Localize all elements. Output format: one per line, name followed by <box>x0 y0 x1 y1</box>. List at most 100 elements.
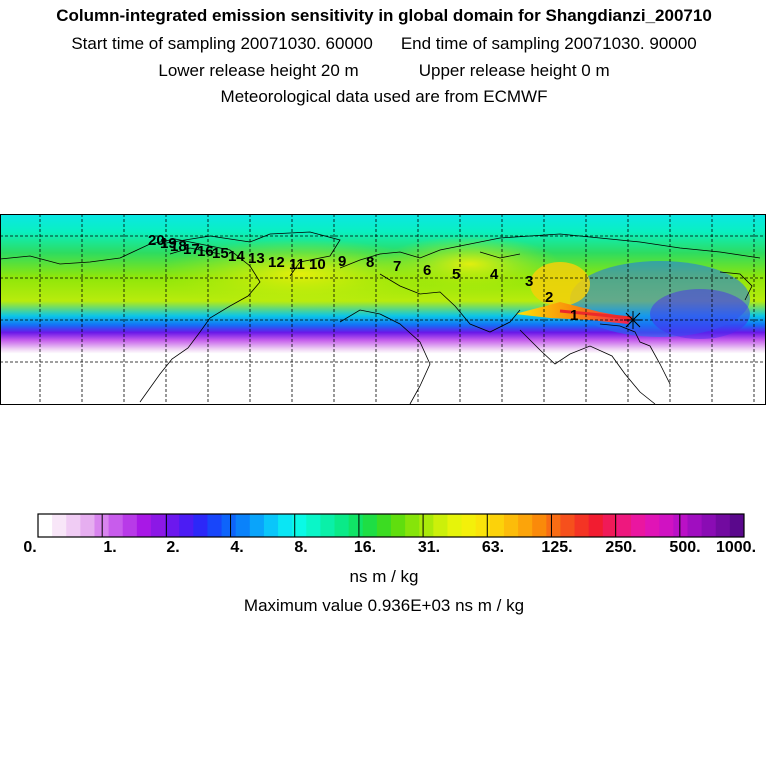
trajectory-label: 20 <box>148 232 165 249</box>
trajectory-label: 9 <box>338 253 346 270</box>
colorbar-units: ns m / kg <box>349 567 419 586</box>
sensitivity-field <box>0 214 766 405</box>
trajectory-label: 1 <box>570 307 578 324</box>
colorbar-cell <box>150 514 166 537</box>
colorbar-cell <box>235 514 251 537</box>
colorbar-tick: 1000. <box>715 539 757 556</box>
trajectory-label: 13 <box>248 250 265 267</box>
colorbar-tick: 125. <box>541 539 573 556</box>
trajectory-label: 2 <box>545 289 553 306</box>
trajectory-label: 12 <box>268 254 285 271</box>
colorbar-cell <box>673 514 689 537</box>
colorbar-cell <box>518 514 533 537</box>
colorbar-cell <box>249 514 265 537</box>
colorbar-cell <box>122 514 138 537</box>
trajectory-label: 15 <box>212 245 229 262</box>
station-marker-icon <box>624 311 642 329</box>
trajectory-label: 10 <box>309 256 326 273</box>
trajectory-label: 3 <box>525 273 533 290</box>
trajectory-label: 6 <box>423 262 431 279</box>
colorbar-cell <box>362 514 378 537</box>
colorbar-cell <box>391 514 406 537</box>
trajectory-label: 4 <box>490 266 499 283</box>
colorbar-cell <box>503 514 519 537</box>
colorbar-cell <box>433 514 448 537</box>
colorbar-cell <box>263 514 279 537</box>
colorbar-cell <box>447 514 463 537</box>
grid-lines <box>0 214 766 405</box>
colorbar-cell <box>546 514 561 537</box>
colorbar-cell <box>348 514 364 537</box>
colorbar-dividers <box>101 514 681 537</box>
colorbar-cell <box>334 514 350 537</box>
colorbar-cell <box>405 514 420 537</box>
colorbar-cell <box>376 514 392 537</box>
colorbar-cell <box>602 514 618 537</box>
colorbar-cell <box>475 514 491 537</box>
release-heights: Lower release height 20 m Upper release h… <box>0 61 768 81</box>
trajectory-label: 17 <box>183 241 200 258</box>
colorbar-cell <box>320 514 336 537</box>
colorbar-cell <box>419 514 434 537</box>
colorbar-cell <box>560 514 576 537</box>
colorbar-tick: 500. <box>669 539 701 556</box>
met-data-note: Meteorological data used are from ECMWF <box>220 87 548 106</box>
colorbar-cell <box>588 514 604 537</box>
colorbar-cell <box>687 514 703 537</box>
trajectory-label: 11 <box>289 256 305 273</box>
colorbar-frame <box>37 513 745 538</box>
trajectory-label: 16 <box>197 243 214 260</box>
colorbar-tick: 250. <box>605 539 637 556</box>
trajectory-label: 7 <box>393 258 401 275</box>
colorbar-cell <box>207 514 223 537</box>
colorbar-tick: 2. <box>166 539 180 556</box>
colorbar-cell <box>659 514 674 537</box>
colorbar-cell <box>292 514 307 537</box>
colorbar-cell <box>715 514 731 537</box>
maximum-value: Maximum value 0.936E+03 ns m / kg <box>243 596 525 615</box>
colorbar-tick: 1. <box>103 539 117 556</box>
colorbar-cells <box>38 514 745 537</box>
sampling-times: Start time of sampling 20071030. 60000 En… <box>0 34 768 54</box>
colorbar-cell <box>616 514 632 537</box>
colorbar-cell <box>193 514 208 537</box>
colorbar-cell <box>729 514 745 537</box>
colorbar-cell <box>221 514 237 537</box>
colorbar-cell <box>306 514 321 537</box>
colorbar-cell <box>136 514 152 537</box>
trajectory-label: 18 <box>170 238 187 255</box>
colorbar-cell <box>532 514 547 537</box>
trajectory-label: 5 <box>452 266 460 283</box>
start-time: Start time of sampling 20071030. 60000 <box>71 34 373 53</box>
trajectory-label: 8 <box>366 254 374 271</box>
upper-release-height: Upper release height 0 m <box>418 61 610 80</box>
trajectory-label: 19 <box>160 235 177 252</box>
colorbar <box>37 513 745 538</box>
colorbar-tick: 0. <box>23 539 37 556</box>
emission-sensitivity-map: 1 2 3 4 5 6 7 8 9 10 11 12 13 14 15 16 1… <box>0 214 766 405</box>
colorbar-cell <box>38 514 53 537</box>
trajectory-labels: 1 2 3 4 5 6 7 8 9 10 11 12 13 14 15 16 1… <box>148 232 578 324</box>
colorbar-tick: 8. <box>294 539 308 556</box>
colorbar-tick: 4. <box>230 539 244 556</box>
colorbar-cell <box>52 514 67 537</box>
colorbar-cell <box>489 514 505 537</box>
map-title: Column-integrated emission sensitivity i… <box>56 6 712 25</box>
colorbar-tick: 31. <box>417 539 441 556</box>
colorbar-tick: 16. <box>353 539 377 556</box>
lower-release-height: Lower release height 20 m <box>158 61 359 80</box>
trajectory-label: 14 <box>228 248 245 265</box>
coastlines <box>0 231 761 405</box>
colorbar-cell <box>701 514 717 537</box>
end-time: End time of sampling 20071030. 90000 <box>400 34 697 53</box>
colorbar-cell <box>278 514 293 537</box>
colorbar-cell <box>179 514 194 537</box>
colorbar-cell <box>574 514 590 537</box>
colorbar-cell <box>80 514 95 537</box>
colorbar-cell <box>631 514 646 537</box>
colorbar-cell <box>645 514 660 537</box>
colorbar-cell <box>165 514 180 537</box>
colorbar-tick: 63. <box>481 539 505 556</box>
colorbar-cell <box>108 514 124 537</box>
colorbar-cell <box>66 514 81 537</box>
